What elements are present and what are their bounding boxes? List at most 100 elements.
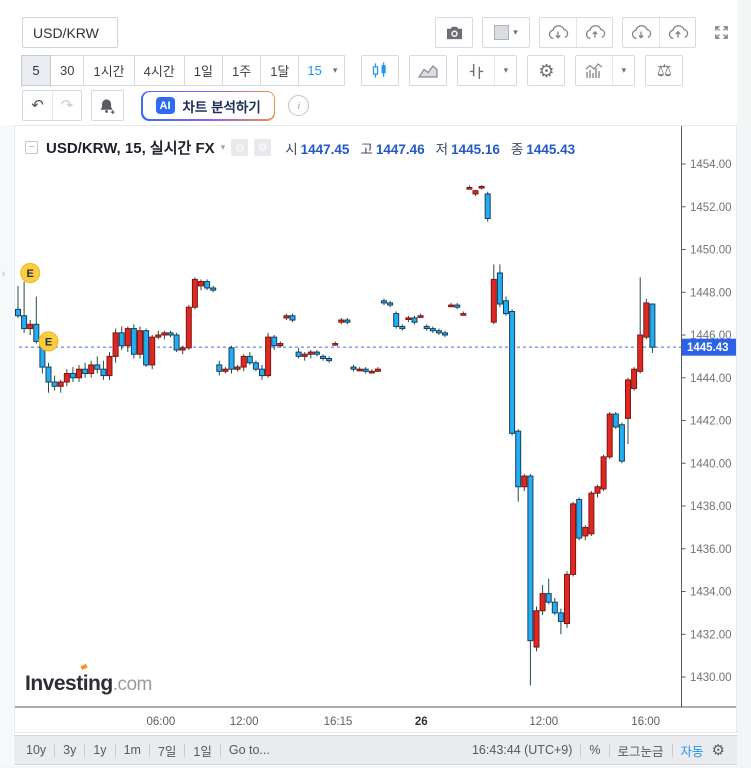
redo-button[interactable]: ↷ bbox=[52, 91, 81, 120]
timeframe-4시간[interactable]: 4시간 bbox=[133, 55, 185, 86]
candle-down bbox=[649, 303, 656, 348]
toolbar-top-right: ▾ bbox=[435, 17, 737, 48]
goto-button[interactable]: Go to... bbox=[228, 743, 270, 757]
range-10y[interactable]: 10y bbox=[26, 743, 47, 757]
candle-down bbox=[33, 323, 40, 342]
page-edge bbox=[0, 766, 751, 768]
candle-down bbox=[576, 499, 583, 539]
candle-up bbox=[283, 315, 290, 319]
info-button[interactable]: i bbox=[288, 95, 310, 116]
timeframe-1일[interactable]: 1일 bbox=[183, 55, 223, 86]
chart-widget: − USD/KRW, 15, 실시간 FX ▾ ⊙ ⚙ 시 1447.45 고 144… bbox=[14, 125, 737, 733]
candle-up bbox=[600, 456, 607, 490]
price-tick-label: 1448.00 bbox=[690, 287, 732, 299]
redo-icon: ↷ bbox=[60, 97, 74, 114]
candle-up bbox=[564, 573, 570, 625]
template-upload-button[interactable] bbox=[659, 18, 695, 47]
indicators-icon bbox=[585, 62, 603, 78]
indicators-menu-button[interactable]: ▾ bbox=[612, 56, 634, 85]
candle-up bbox=[106, 355, 113, 377]
undo-button[interactable]: ↶ bbox=[23, 91, 52, 120]
time-tick-label: 26 bbox=[415, 716, 428, 728]
divider bbox=[148, 743, 150, 757]
candle-down bbox=[295, 351, 302, 357]
area-style-button[interactable] bbox=[410, 56, 446, 85]
candle-down bbox=[143, 330, 150, 366]
add-alert-button[interactable] bbox=[92, 91, 123, 120]
bottom-settings-button[interactable]: ⚙ bbox=[711, 742, 725, 759]
timeframe-30[interactable]: 30 bbox=[50, 55, 85, 86]
cloud-download-button[interactable] bbox=[540, 18, 576, 47]
candle-up bbox=[198, 281, 204, 287]
range-1m[interactable]: 1m bbox=[123, 743, 141, 757]
last-price-badge[interactable] bbox=[682, 338, 736, 356]
compare-button[interactable]: ⚖ bbox=[646, 56, 682, 85]
candle-down bbox=[313, 351, 320, 355]
clock-display[interactable]: 16:43:44 (UTC+9) bbox=[471, 743, 573, 757]
style-menu-button[interactable]: ▾ bbox=[494, 56, 516, 85]
candle-down bbox=[51, 381, 58, 387]
ohlc-values: 시 1447.45 고 1447.46 저 1445.16 종 1445.43 bbox=[285, 138, 575, 158]
timeframe-1시간[interactable]: 1시간 bbox=[83, 55, 135, 86]
candle-down bbox=[173, 334, 180, 351]
percent-scale-button[interactable]: % bbox=[589, 743, 601, 757]
event-label: E bbox=[45, 336, 52, 348]
auto-scale-button[interactable]: 자동 bbox=[680, 744, 704, 759]
ai-analyze-button[interactable]: AI 차트 분석하기 bbox=[141, 90, 276, 121]
indicators-button[interactable] bbox=[576, 56, 612, 85]
candle-up bbox=[332, 343, 339, 346]
range-1y[interactable]: 1y bbox=[93, 743, 107, 757]
layout-cloud-group-1 bbox=[539, 17, 613, 48]
candle-up bbox=[631, 368, 638, 389]
cloud-download-icon bbox=[631, 25, 652, 40]
divider bbox=[219, 743, 221, 757]
divider bbox=[84, 743, 86, 757]
info-icon: i bbox=[297, 99, 301, 112]
candle-up bbox=[307, 351, 314, 355]
timeframe-buttons: 5 30 1시간 4시간 1일 1주 1달 bbox=[21, 55, 300, 86]
candle-up bbox=[521, 475, 528, 488]
chevron-down-icon: ▾ bbox=[332, 65, 338, 75]
timeframe-5[interactable]: 5 bbox=[21, 55, 51, 86]
collapse-legend-button[interactable]: − bbox=[25, 141, 38, 154]
background-color-button[interactable]: ▾ bbox=[483, 18, 529, 47]
camera-button[interactable] bbox=[436, 18, 472, 47]
fullscreen-button[interactable] bbox=[705, 18, 737, 47]
visibility-button[interactable]: ⊙ bbox=[231, 139, 249, 156]
settings-button[interactable]: ⚙ bbox=[528, 56, 564, 85]
economic-event-badge[interactable] bbox=[20, 263, 41, 284]
timeframe-1주[interactable]: 1주 bbox=[221, 55, 262, 86]
range-3y[interactable]: 3y bbox=[63, 743, 77, 757]
candle-up bbox=[63, 372, 70, 383]
cloud-upload-button[interactable] bbox=[576, 18, 612, 47]
series-settings-button[interactable]: ⚙ bbox=[254, 139, 272, 156]
log-scale-button[interactable]: 로그눈금 bbox=[617, 744, 664, 759]
template-download-button[interactable] bbox=[623, 18, 659, 47]
symbol-search-input[interactable]: USD/KRW bbox=[22, 17, 118, 48]
interval-dropdown[interactable]: 15 ▾ bbox=[298, 55, 346, 86]
candle-down bbox=[167, 332, 174, 336]
price-tick-label: 1450.00 bbox=[690, 245, 732, 257]
toolbar-top: USD/KRW ▾ bbox=[22, 17, 737, 48]
range-7일[interactable]: 7일 bbox=[157, 744, 177, 759]
candle-up bbox=[234, 366, 241, 370]
candle-down bbox=[551, 601, 558, 614]
bar-style-button[interactable] bbox=[458, 56, 494, 85]
range-1일[interactable]: 1일 bbox=[193, 744, 212, 759]
chart-pane[interactable]: EE1454.001452.001450.001448.001446.00144… bbox=[15, 126, 736, 732]
candle-down bbox=[484, 193, 491, 220]
candle-up bbox=[594, 486, 601, 494]
candle-down bbox=[393, 313, 400, 327]
candle-down bbox=[381, 300, 387, 304]
divider bbox=[54, 743, 56, 757]
candle-up bbox=[179, 347, 186, 351]
ai-badge-icon: AI bbox=[155, 97, 175, 114]
candle-up bbox=[112, 332, 119, 357]
candle-down bbox=[515, 430, 522, 488]
panel-collapse-handle[interactable]: ‹ bbox=[2, 268, 6, 280]
candlestick-style-button[interactable] bbox=[362, 56, 398, 85]
candle-up bbox=[606, 413, 613, 458]
economic-event-badge[interactable] bbox=[38, 331, 59, 352]
timeframe-1달[interactable]: 1달 bbox=[260, 55, 300, 86]
candle-up bbox=[643, 302, 650, 338]
